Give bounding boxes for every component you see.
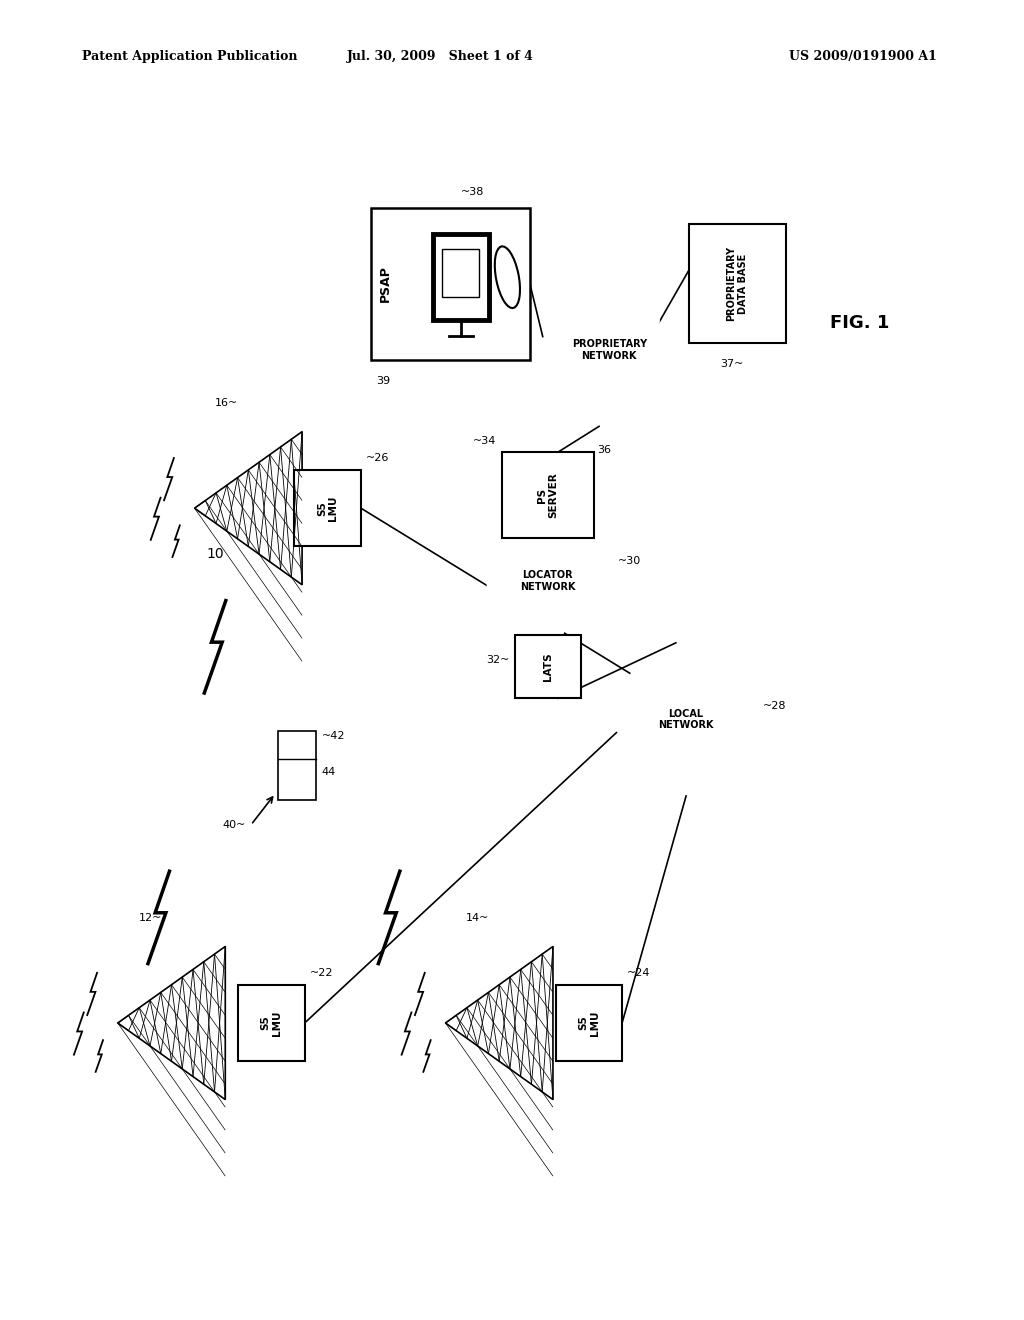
Text: ~38: ~38 [461,187,484,197]
Text: 12~: 12~ [138,912,162,923]
Text: ~28: ~28 [763,701,786,711]
Bar [515,635,582,698]
Circle shape [502,589,536,631]
Bar [555,985,622,1061]
Bar [688,224,786,343]
Text: ~26: ~26 [367,453,389,463]
Text: 40~: 40~ [222,820,246,830]
Text: S5
LMU: S5 LMU [316,495,339,521]
Bar [371,207,530,359]
Text: ~34: ~34 [473,436,497,446]
Text: LATS: LATS [543,652,553,681]
Circle shape [664,648,709,705]
Polygon shape [118,946,225,1100]
Circle shape [558,528,596,576]
Text: S5
LMU: S5 LMU [578,1010,600,1036]
Text: 37~: 37~ [721,359,743,370]
Bar [278,731,316,800]
Circle shape [546,323,587,376]
Circle shape [526,512,569,568]
Text: LOCATOR
NETWORK: LOCATOR NETWORK [520,570,575,591]
Polygon shape [445,946,553,1100]
Text: PROPRIETARY
DATA BASE: PROPRIETARY DATA BASE [726,247,749,321]
Circle shape [559,294,598,345]
Circle shape [621,294,659,345]
Text: S5
LMU: S5 LMU [260,1010,283,1036]
Circle shape [522,548,573,614]
Circle shape [668,738,705,785]
Circle shape [561,358,596,403]
Circle shape [623,358,657,403]
Text: PROPRIETARY
NETWORK: PROPRIETARY NETWORK [571,339,647,360]
Circle shape [623,693,664,746]
Text: US 2009/0191900 A1: US 2009/0191900 A1 [790,50,937,63]
Polygon shape [195,432,302,585]
Text: 10: 10 [206,548,224,561]
Circle shape [569,556,608,606]
Circle shape [500,528,538,576]
Text: LOCAL
NETWORK: LOCAL NETWORK [658,709,714,730]
Bar [432,235,489,319]
Text: 36: 36 [597,445,611,455]
Bar [502,451,594,539]
Circle shape [638,727,673,772]
Text: 16~: 16~ [215,397,239,408]
Text: 39: 39 [377,375,390,385]
Text: Jul. 30, 2009   Sheet 1 of 4: Jul. 30, 2009 Sheet 1 of 4 [347,50,534,63]
Text: Patent Application Publication: Patent Application Publication [82,50,297,63]
Circle shape [530,599,565,644]
Ellipse shape [495,247,520,308]
Circle shape [591,368,628,416]
Text: ~42: ~42 [322,731,345,742]
Bar [238,985,305,1061]
Circle shape [487,556,526,606]
Circle shape [587,279,632,335]
Bar [442,249,479,297]
Circle shape [560,589,594,631]
Text: ~24: ~24 [627,968,650,978]
Text: ~30: ~30 [617,556,641,566]
Text: 14~: 14~ [466,912,489,923]
Circle shape [699,727,734,772]
Text: 32~: 32~ [486,655,510,665]
Circle shape [636,664,675,714]
Text: 44: 44 [322,767,336,777]
Circle shape [709,693,750,746]
Text: PS
SERVER: PS SERVER [537,473,559,517]
Circle shape [659,685,713,754]
Text: FIG. 1: FIG. 1 [830,314,890,333]
Circle shape [583,315,636,384]
Circle shape [632,323,673,376]
Text: PSAP: PSAP [379,265,392,302]
Text: ~22: ~22 [309,968,333,978]
Circle shape [697,664,736,714]
Bar [295,470,360,546]
